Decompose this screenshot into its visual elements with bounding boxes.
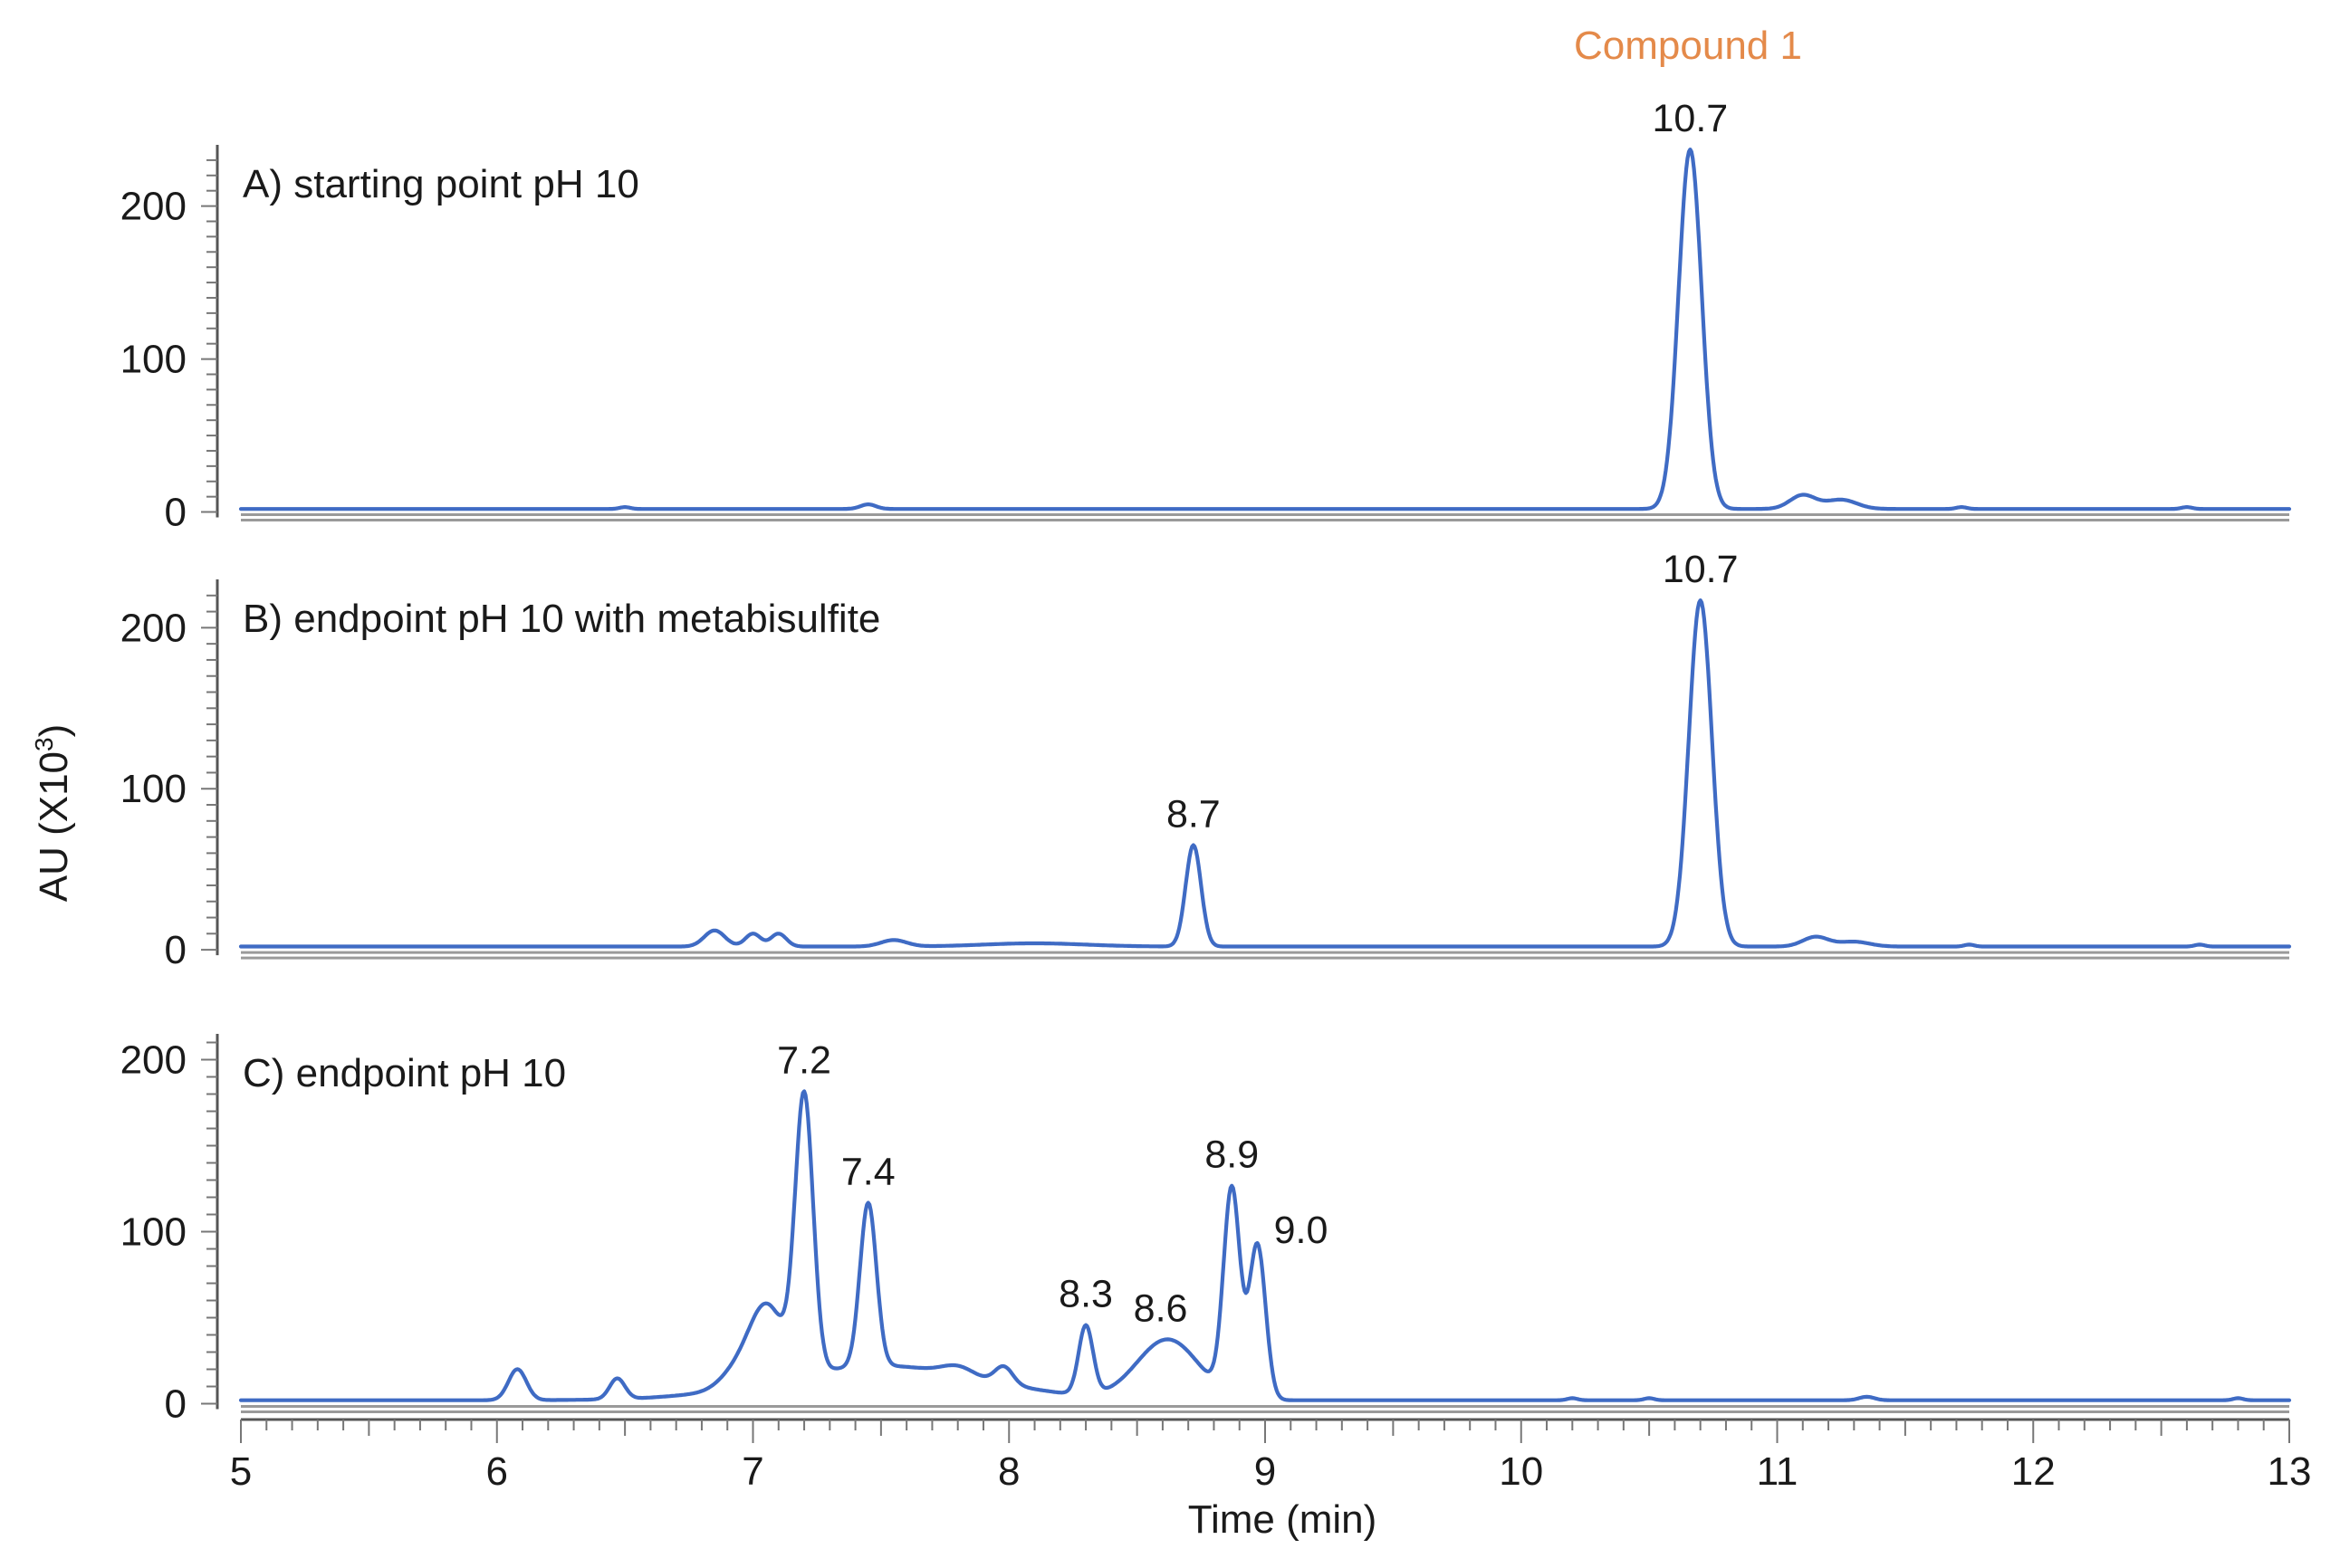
peak-label-7.2: 7.2 — [777, 1038, 831, 1082]
trace-line — [238, 598, 2292, 949]
y-tick-label: 0 — [165, 1382, 187, 1427]
peak-label-10.7: 10.7 — [1653, 97, 1729, 140]
y-axis-title-exponent: 3 — [30, 737, 58, 751]
x-tick-label: 9 — [1254, 1449, 1276, 1494]
panel-c: 0 100 200 C) endpoint pH 10 7.2 7.4 8.3 8.6 8.9 9… — [120, 1034, 2292, 1427]
peak-label-8.9: 8.9 — [1204, 1133, 1259, 1177]
peak-label-8.7: 8.7 — [1166, 792, 1221, 836]
peak-label-9.0: 9.0 — [1274, 1209, 1328, 1252]
panel-label: B) endpoint pH 10 with metabisulfite — [243, 597, 880, 641]
y-tick-label: 0 — [165, 928, 187, 972]
compound-1-label: Compound 1 — [1574, 24, 1802, 68]
x-axis-title: Time (min) — [1188, 1497, 1377, 1542]
x-tick-label: 11 — [1757, 1449, 1798, 1494]
peak-label-8.3: 8.3 — [1059, 1273, 1113, 1316]
panel-b: 0 100 200 B) endpoint pH 10 with metabisulf… — [120, 548, 2292, 972]
peak-label-10.7: 10.7 — [1663, 548, 1739, 591]
y-tick-label: 100 — [120, 767, 187, 811]
y-tick-label: 200 — [120, 185, 187, 229]
trace-line — [238, 1089, 2292, 1402]
y-tick-label: 200 — [120, 1038, 187, 1083]
peak-label-8.6: 8.6 — [1134, 1286, 1188, 1330]
panel-a: 0 100 200 A) starting point pH 10 10.7 — [120, 97, 2292, 535]
panel-label: C) endpoint pH 10 — [243, 1051, 566, 1095]
y-tick-label: 0 — [165, 491, 187, 535]
y-axis-title-close: ) — [32, 724, 76, 738]
x-tick-label: 6 — [486, 1449, 508, 1494]
x-tick-label: 7 — [742, 1449, 763, 1494]
y-axis-title-base: AU (X10 — [32, 751, 76, 902]
y-tick-label: 100 — [120, 338, 187, 382]
x-tick-label: 5 — [230, 1449, 252, 1494]
x-tick-label: 13 — [2268, 1449, 2312, 1494]
y-axis-title: AU (X103) — [30, 724, 76, 903]
y-tick-label: 100 — [120, 1210, 187, 1255]
x-tick-label: 12 — [2011, 1449, 2056, 1494]
y-tick-label: 200 — [120, 606, 187, 650]
x-tick-label: 10 — [1499, 1449, 1543, 1494]
panel-label: A) starting point pH 10 — [243, 162, 639, 206]
x-tick-label: 8 — [998, 1449, 1020, 1494]
trace-line — [238, 148, 2292, 512]
peak-label-7.4: 7.4 — [841, 1150, 896, 1193]
